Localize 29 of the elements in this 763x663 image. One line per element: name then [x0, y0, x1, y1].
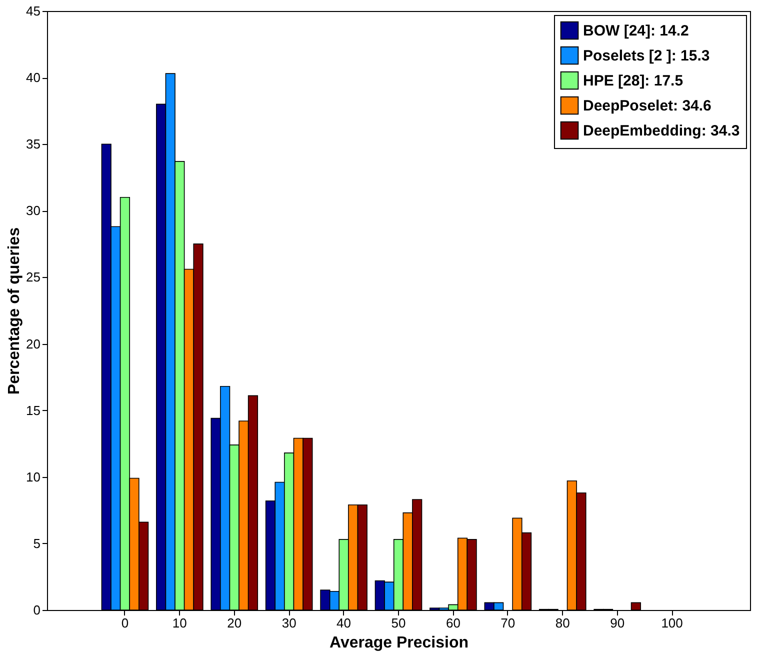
y-tick-label: 35 — [26, 136, 40, 152]
y-tick-label: 10 — [26, 469, 40, 484]
legend-label: HPE [28]: 17.5 — [583, 72, 684, 90]
x-tick-label: 20 — [227, 616, 242, 630]
legend-label: DeepPoselet: 34.6 — [583, 98, 712, 114]
x-axis-title: Average Precision — [329, 634, 469, 652]
x-tick-label: 70 — [500, 616, 516, 630]
y-tick-label: 5 — [33, 536, 40, 551]
y-tick-label: 20 — [26, 336, 40, 352]
x-tick-label: 10 — [172, 616, 187, 630]
y-tick-label: 45 — [26, 4, 40, 18]
x-tick-label: 90 — [610, 616, 625, 630]
x-tick-label: 60 — [446, 616, 460, 630]
bar — [630, 602, 641, 610]
x-tick-label: 100 — [661, 616, 683, 630]
y-tick-label: 15 — [26, 402, 40, 418]
x-tick-label: 40 — [336, 616, 352, 630]
y-axis-title: Percentage of queries — [6, 227, 24, 395]
legend-label: BOW [24]: 14.2 — [583, 22, 689, 40]
y-tick-label: 0 — [33, 602, 40, 618]
y-tick-label: 25 — [26, 270, 40, 285]
x-tick-label: 30 — [282, 616, 296, 630]
x-tick-label: 80 — [555, 616, 570, 630]
legend-label: Poselets [2 ]: 15.3 — [583, 48, 710, 64]
legend-label: DeepEmbedding: 34.3 — [583, 122, 740, 140]
x-tick-label: 50 — [391, 616, 406, 630]
x-tick-label: 0 — [121, 616, 129, 630]
y-tick-label: 40 — [26, 70, 40, 86]
y-tick-label: 30 — [26, 203, 40, 218]
